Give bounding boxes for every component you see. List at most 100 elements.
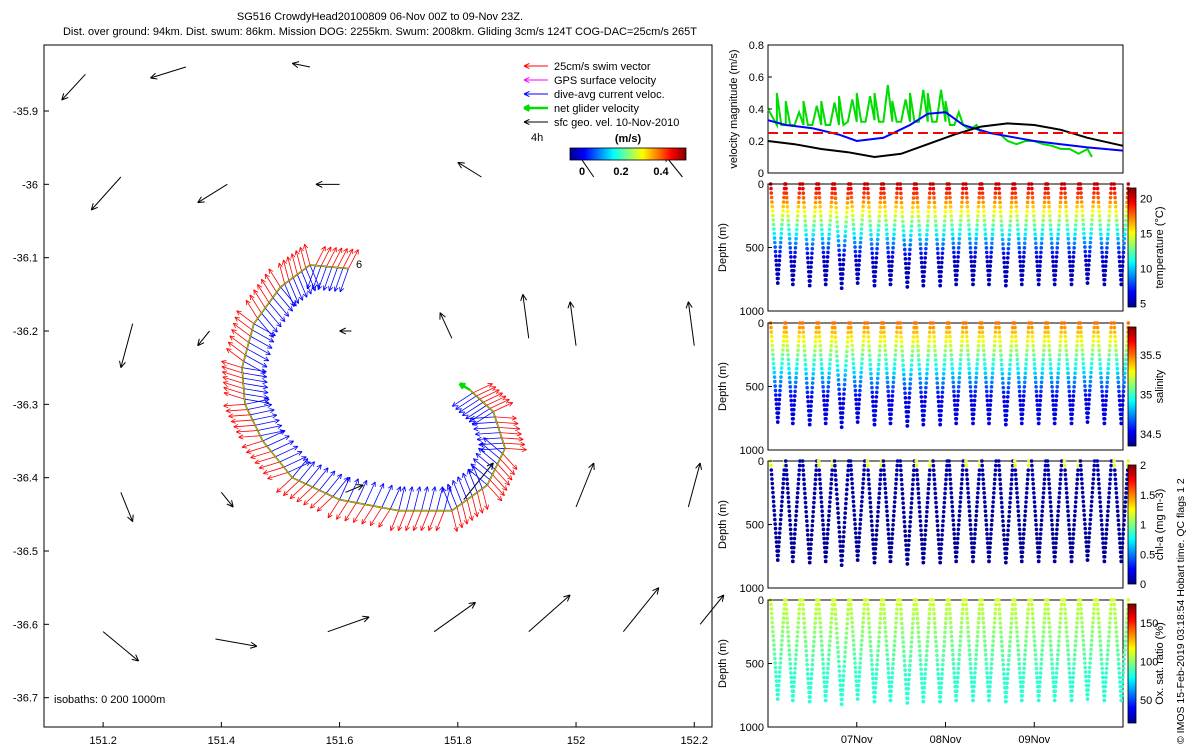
section-dot <box>931 459 935 463</box>
section-dot <box>785 339 789 344</box>
section-dot <box>1059 607 1063 611</box>
section-dot <box>1108 482 1112 486</box>
section-dot <box>890 536 894 541</box>
section-dot <box>1021 259 1026 264</box>
section-dot <box>1056 509 1061 513</box>
section-dot <box>952 394 957 398</box>
section-dot <box>1097 630 1102 634</box>
section-dot <box>845 612 850 617</box>
swim-vector <box>493 402 514 413</box>
dac-vector <box>339 476 351 500</box>
section-dot <box>1005 537 1010 542</box>
section-dot <box>1049 657 1054 662</box>
section-dot <box>891 523 895 527</box>
section-dot <box>837 534 842 539</box>
section-dot <box>893 348 898 353</box>
map-xtick-label: 151.4 <box>208 735 236 747</box>
section-dot <box>796 482 801 486</box>
section-dot <box>902 654 906 658</box>
section-dot <box>1030 607 1035 611</box>
section-dot <box>822 407 827 412</box>
section-dot <box>1122 236 1127 241</box>
section-dot <box>772 513 777 517</box>
section-dot <box>794 232 799 236</box>
section-dot <box>860 634 864 638</box>
section-dot <box>846 468 850 473</box>
section-dot <box>952 671 957 675</box>
section-dot <box>841 396 846 401</box>
geo-vector <box>197 330 210 347</box>
section-dot <box>1099 236 1103 241</box>
section-dot <box>989 250 994 255</box>
section-dot <box>939 537 944 542</box>
section-dot <box>986 268 990 273</box>
section-dot <box>937 546 942 551</box>
section-dot <box>903 391 907 395</box>
section-dot <box>813 344 817 348</box>
section-dot <box>1017 662 1022 666</box>
section-dot <box>873 681 878 685</box>
section-dot <box>837 664 841 669</box>
section-dot <box>825 532 830 536</box>
section-dot <box>823 698 828 703</box>
dac-vector <box>247 402 272 410</box>
section-dot <box>998 621 1003 625</box>
section-dot <box>836 382 841 387</box>
section-dot <box>934 367 939 371</box>
section-dot <box>770 200 774 204</box>
section-dot <box>780 629 785 634</box>
section-dot <box>1043 330 1047 334</box>
section-dot <box>842 664 847 669</box>
section-dot <box>822 545 827 550</box>
section-dot <box>794 652 798 657</box>
section-dot <box>796 486 800 491</box>
section-dot <box>926 214 930 219</box>
section-dot <box>976 625 980 630</box>
colorbar-tick-label: 0.5 <box>1140 549 1155 561</box>
section-dot <box>959 344 964 348</box>
section-dot <box>1026 468 1031 472</box>
section-dot <box>905 696 909 700</box>
section-dot <box>887 403 891 407</box>
section-dot <box>854 544 859 549</box>
section-dot <box>769 186 773 191</box>
section-dot <box>875 246 879 251</box>
section-dot <box>986 277 991 282</box>
section-dot <box>861 348 865 352</box>
section-dot <box>1014 616 1018 621</box>
section-dot <box>964 330 969 334</box>
section-dot <box>992 214 996 218</box>
geo-vector <box>520 294 530 339</box>
section-dot <box>812 358 817 362</box>
section-dot <box>1079 616 1084 620</box>
section-dot <box>1051 264 1056 268</box>
section-dot <box>928 459 933 463</box>
section-dot <box>823 559 828 564</box>
section-dot <box>852 370 856 375</box>
section-dot <box>1021 264 1025 268</box>
section-dot <box>861 625 865 629</box>
section-dot <box>1009 205 1014 209</box>
dac-vector <box>468 408 491 423</box>
section-dot <box>839 702 844 706</box>
section-dot <box>805 390 810 395</box>
section-dot <box>968 380 972 385</box>
section-dot <box>1012 459 1017 463</box>
section-dot <box>806 542 811 546</box>
section-dot <box>894 344 898 348</box>
section-dot <box>886 532 891 536</box>
section-dot <box>1003 413 1008 418</box>
section-dot <box>826 666 830 671</box>
section-dot <box>870 395 875 399</box>
section-dot <box>851 504 856 508</box>
section-dot <box>862 330 866 334</box>
section-dot <box>999 223 1004 228</box>
section-dot <box>1052 554 1057 559</box>
dac-vector <box>257 318 274 338</box>
section-dot <box>1113 339 1118 344</box>
section-dot <box>920 408 925 413</box>
colorbar-tick-label: 50 <box>1140 695 1152 707</box>
section-dot <box>1050 666 1055 671</box>
section-dot <box>1007 233 1012 237</box>
section-dot <box>1031 344 1036 348</box>
